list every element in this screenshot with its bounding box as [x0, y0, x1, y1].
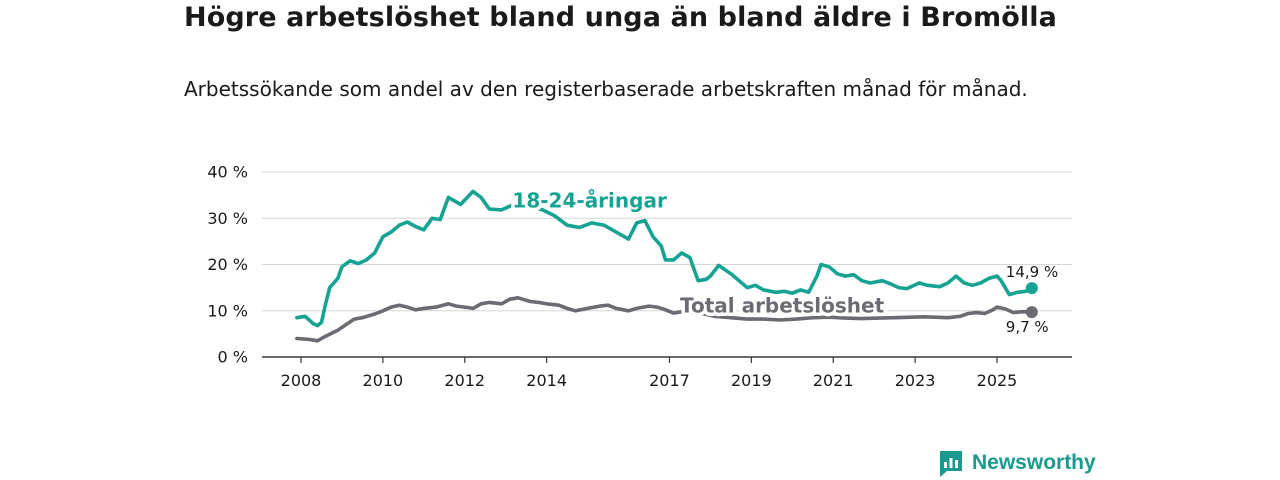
y-tick-label: 0 % [218, 348, 248, 367]
x-tick-label: 2023 [895, 371, 936, 390]
series-label: 18-24-åringar [512, 189, 667, 213]
x-tick-label: 2008 [281, 371, 322, 390]
end-marker [1025, 306, 1038, 319]
x-axis-ticks: 2008 2010 2012 2014 2017 2019 2021 2023 2025 [281, 357, 1018, 390]
series-label: Total arbetslöshet [680, 294, 885, 318]
chart-title: Högre arbetslöshet bland unga än bland ä… [184, 2, 1057, 33]
chart-subtitle: Arbetssökande som andel av den registerb… [184, 77, 1028, 101]
newsworthy-logo-icon [940, 451, 962, 477]
series-label-halo: Total arbetslöshet [680, 294, 885, 318]
end-markers: 14,9 % 9,7 % [1006, 263, 1058, 336]
y-tick-label: 10 % [207, 301, 248, 320]
series-line-total [295, 296, 1034, 343]
x-tick-label: 2021 [813, 371, 854, 390]
end-value-label: 9,7 % [1006, 318, 1049, 336]
series-line-youth [295, 189, 1034, 328]
x-tick-label: 2014 [526, 371, 567, 390]
y-tick-label: 30 % [207, 209, 248, 228]
grid-lines [262, 171, 1072, 358]
end-value-label: 14,9 % [1006, 263, 1058, 281]
x-tick-label: 2019 [731, 371, 772, 390]
y-axis-ticks: 0 % 10 % 20 % 30 % 40 % [207, 163, 248, 367]
y-tick-label: 20 % [207, 255, 248, 274]
x-tick-label: 2012 [444, 371, 485, 390]
brand-logo[interactable]: Newsworthy [938, 448, 1096, 478]
x-tick-label: 2010 [363, 371, 404, 390]
x-tick-label: 2017 [649, 371, 690, 390]
y-tick-label: 40 % [207, 163, 248, 182]
series-lines [295, 189, 1034, 343]
series-label-halo: 18-24-åringar [512, 189, 667, 213]
x-tick-label: 2025 [977, 371, 1018, 390]
brand-name: Newsworthy [972, 451, 1096, 474]
end-marker [1025, 282, 1038, 295]
